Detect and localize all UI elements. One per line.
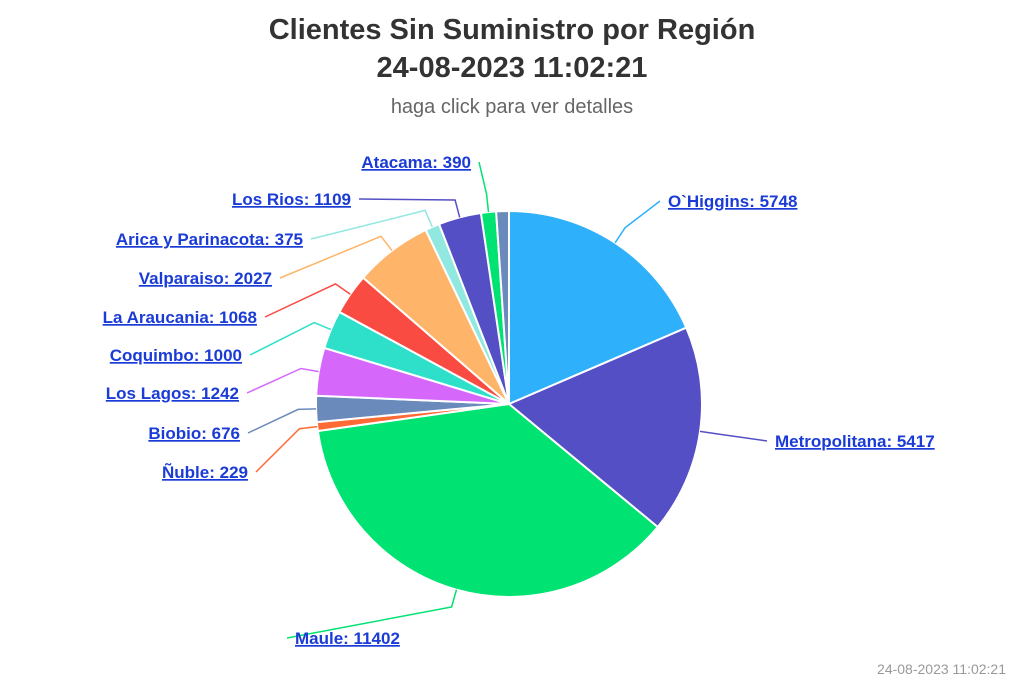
connector-la-araucania (264, 283, 351, 318)
chart-subtitle: haga click para ver detalles (390, 96, 634, 118)
data-label-arica-y-parinacota[interactable]: Arica y Parinacota: 375 (116, 230, 303, 249)
chart-title-line2: 24-08-2023 11:02:21 (376, 52, 648, 84)
data-label-la-araucania[interactable]: La Araucania: 1068 (103, 308, 257, 327)
connector-metropolitana (699, 430, 768, 442)
connector-los-rios (358, 198, 461, 218)
connector-coquimbo (249, 321, 332, 356)
data-label-los-rios[interactable]: Los Rios: 1109 (232, 190, 351, 209)
data-label-metropolitana[interactable]: Metropolitana: 5417 (775, 432, 935, 451)
data-label-maule[interactable]: Maule: 11402 (295, 629, 400, 648)
data-label-nuble[interactable]: Ñuble: 229 (162, 462, 248, 482)
connector-maule (286, 589, 458, 639)
data-label-coquimbo[interactable]: Coquimbo: 1000 (110, 346, 242, 365)
chart-title-line1: Clientes Sin Suministro por Región (268, 14, 756, 46)
connector-los-lagos (246, 367, 319, 394)
data-label-valparaiso[interactable]: Valparaiso: 2027 (139, 269, 272, 288)
connector-o-higgins (614, 200, 661, 244)
connector-nuble (255, 425, 318, 473)
connector-biobio (247, 408, 317, 434)
pie-slice-metropolitana[interactable] (507, 326, 703, 529)
connector-atacama (478, 161, 490, 213)
credits-timestamp: 24-08-2023 11:02:21 (877, 661, 1006, 677)
pie-slice-unlabeled[interactable] (495, 209, 510, 405)
data-label-los-lagos[interactable]: Los Lagos: 1242 (106, 384, 239, 403)
data-label-atacama[interactable]: Atacama: 390 (361, 153, 471, 172)
connector-valparaiso (279, 235, 393, 279)
pie-slice-maule[interactable] (316, 402, 660, 598)
connector-arica-y-parinacota (310, 209, 433, 240)
data-label-o-higgins[interactable]: O`Higgins: 5748 (668, 192, 797, 211)
data-label-biobio[interactable]: Biobio: 676 (148, 424, 240, 443)
